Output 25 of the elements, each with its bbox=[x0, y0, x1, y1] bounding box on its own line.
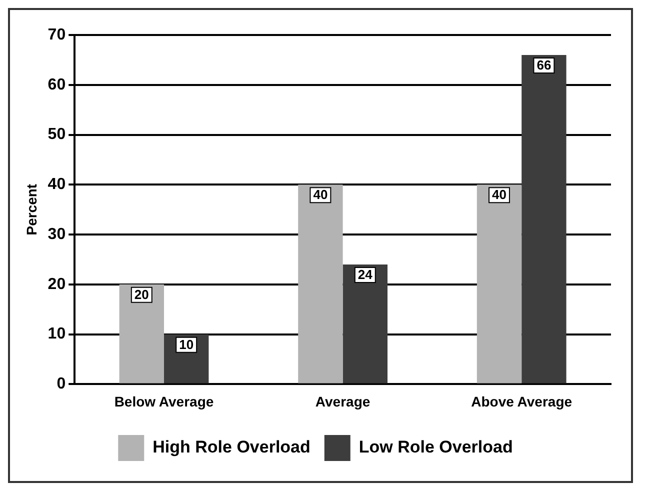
data-label: 66 bbox=[536, 58, 552, 73]
y-tick-label: 10 bbox=[48, 326, 66, 343]
bar bbox=[119, 284, 164, 384]
y-tick-label: 50 bbox=[48, 126, 66, 144]
bar bbox=[522, 54, 566, 384]
bar bbox=[476, 184, 522, 384]
x-tick-label: Average bbox=[315, 393, 370, 410]
data-label: 40 bbox=[492, 187, 506, 202]
bar bbox=[342, 264, 388, 384]
y-tick-label: 70 bbox=[48, 26, 66, 44]
x-tick-label: Above Average bbox=[471, 393, 572, 410]
data-label: 20 bbox=[134, 287, 149, 302]
y-tick-label: 60 bbox=[48, 76, 66, 94]
y-tick-label: 20 bbox=[48, 276, 66, 293]
legend-label: High Role Overload bbox=[152, 438, 310, 457]
y-tick-label: 40 bbox=[48, 176, 66, 194]
data-label: 24 bbox=[358, 267, 374, 282]
y-tick-label: 0 bbox=[56, 376, 66, 393]
y-tick-label: 30 bbox=[48, 226, 66, 243]
legend-label: Low Role Overload bbox=[358, 438, 513, 457]
data-label: 10 bbox=[179, 336, 194, 352]
y-axis-title: Percent bbox=[23, 184, 40, 236]
x-tick-label: Below Average bbox=[114, 393, 214, 410]
bar bbox=[298, 184, 343, 384]
data-label: 40 bbox=[313, 187, 328, 202]
